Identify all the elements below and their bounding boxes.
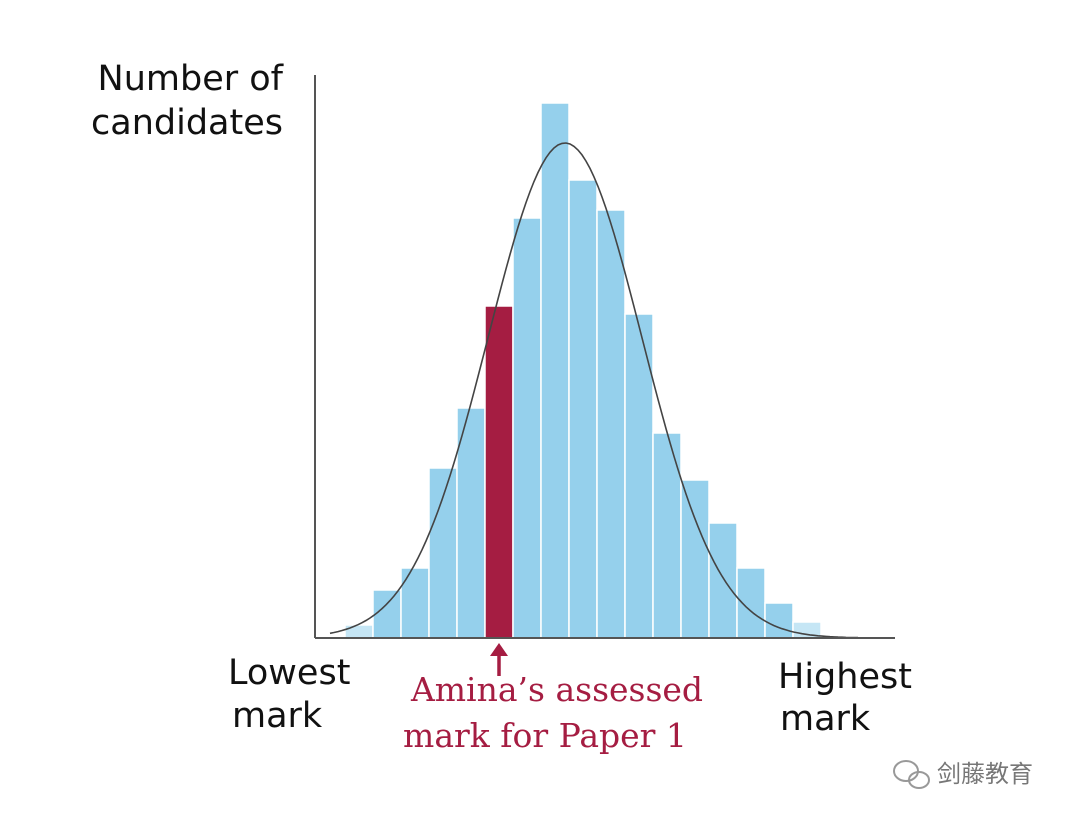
- bar: [708, 522, 738, 639]
- watermark: 剑藤教育: [937, 760, 1033, 788]
- bar: [512, 217, 542, 639]
- arrow-head: [490, 643, 508, 656]
- bar: [372, 589, 402, 639]
- y-label: Number of: [98, 59, 284, 99]
- annotation: mark for Paper 1: [403, 716, 687, 755]
- bar: [596, 209, 626, 639]
- bar: [456, 407, 486, 639]
- x-label-low: Lowest: [228, 653, 350, 693]
- bar: [764, 602, 794, 639]
- bar: [428, 467, 458, 639]
- bar: [400, 567, 430, 639]
- bar: [652, 432, 682, 639]
- x-label-high: Highest: [778, 657, 912, 697]
- annotation: Amina’s assessed: [410, 670, 703, 709]
- normal-curve: [329, 142, 858, 639]
- bar: [624, 313, 654, 639]
- y-label: candidates: [91, 103, 283, 143]
- bar: [540, 102, 570, 639]
- x-label-low: mark: [232, 696, 323, 736]
- bar: [344, 624, 374, 639]
- bar: [484, 305, 514, 639]
- bar: [680, 479, 710, 639]
- bar: [568, 179, 598, 639]
- x-label-high: mark: [780, 699, 871, 739]
- bars: [344, 102, 822, 639]
- watermark-icon: [893, 760, 930, 789]
